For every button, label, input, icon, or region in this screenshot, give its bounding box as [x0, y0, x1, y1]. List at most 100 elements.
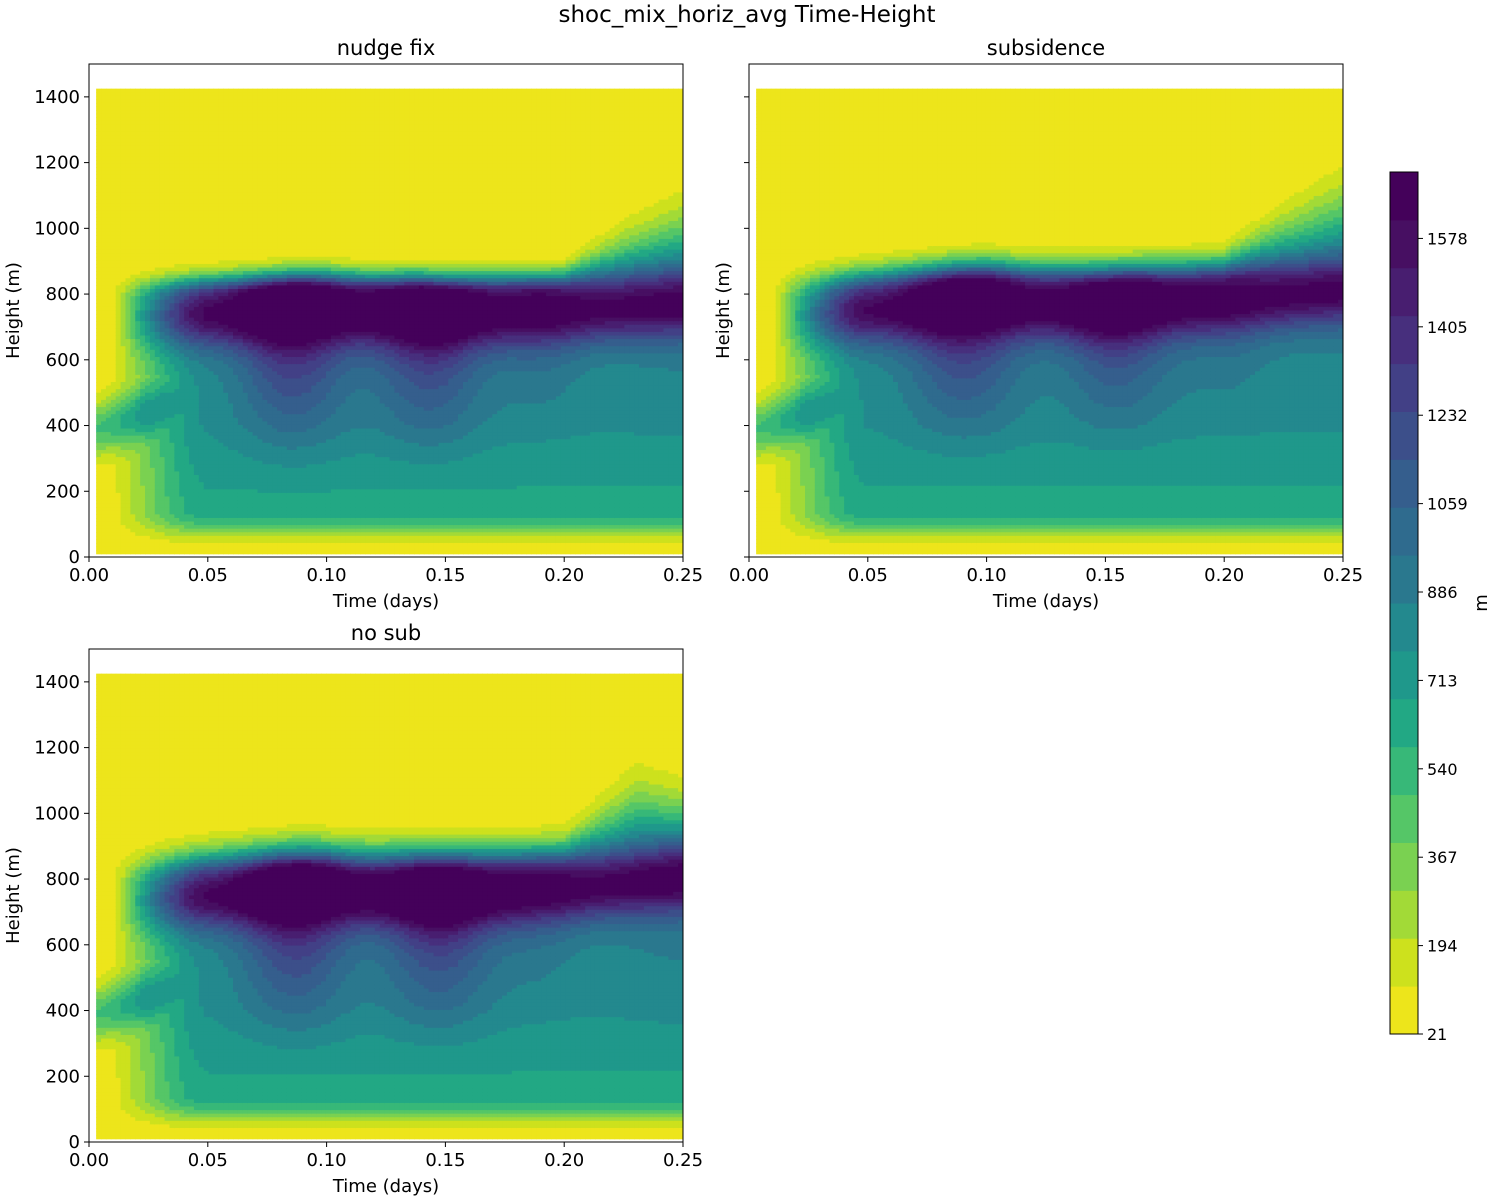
contour-cell — [272, 267, 278, 272]
contour-cell — [174, 167, 180, 172]
contour-cell — [223, 131, 229, 136]
contour-cell — [169, 167, 175, 172]
contour-cell — [237, 399, 244, 405]
contour-cell — [149, 378, 156, 383]
contour-cell — [179, 192, 185, 197]
contour-cell — [96, 424, 102, 430]
contour-cell — [203, 535, 210, 541]
contour-cell — [193, 410, 200, 415]
contour-cell — [252, 374, 259, 380]
contour-cell — [145, 385, 151, 390]
contour-cell — [130, 174, 136, 179]
contour-cell — [120, 414, 127, 419]
contour-cell — [179, 199, 185, 204]
contour-cell — [169, 149, 175, 154]
contour-cell — [101, 442, 107, 447]
contour-cell — [242, 110, 249, 115]
contour-cell — [154, 135, 161, 140]
contour-cell — [149, 353, 156, 358]
contour-cell — [174, 339, 180, 344]
contour-cell — [257, 385, 264, 390]
contour-cell — [213, 253, 219, 258]
contour-cell — [208, 310, 215, 315]
contour-cell — [120, 528, 127, 533]
contour-cell — [193, 446, 200, 451]
contour-cell — [184, 471, 190, 476]
contour-cell — [208, 299, 215, 304]
contour-cell — [169, 303, 175, 308]
contour-cell — [257, 110, 264, 115]
contour-cell — [277, 342, 283, 347]
contour-cell — [203, 503, 210, 508]
contour-cell — [130, 263, 136, 269]
contour-cell — [179, 235, 185, 240]
contour-cell — [189, 249, 195, 254]
contour-cell — [198, 467, 205, 473]
contour-cell — [96, 432, 102, 437]
contour-cell — [247, 271, 254, 276]
contour-cell — [277, 485, 283, 490]
contour-cell — [135, 242, 141, 247]
contour-cell — [105, 156, 112, 161]
contour-cell — [120, 399, 127, 405]
contour-cell — [237, 485, 244, 490]
contour-cell — [281, 106, 288, 111]
contour-cell — [223, 138, 229, 143]
contour-cell — [159, 353, 166, 358]
contour-cell — [267, 457, 273, 462]
contour-cell — [203, 403, 210, 408]
contour-cell — [193, 246, 200, 251]
contour-cell — [105, 414, 112, 419]
contour-cell — [247, 224, 254, 229]
contour-cell — [105, 514, 112, 519]
contour-cell — [120, 349, 127, 354]
contour-cell — [267, 256, 273, 261]
contour-cell — [228, 457, 234, 462]
contour-cell — [272, 517, 278, 523]
contour-cell — [135, 550, 141, 555]
contour-cell — [247, 496, 254, 501]
contour-cell — [140, 99, 146, 104]
contour-cell — [140, 145, 146, 151]
contour-cell — [174, 110, 180, 115]
contour-cell — [262, 88, 268, 93]
contour-cell — [125, 267, 131, 272]
contour-cell — [164, 174, 171, 179]
contour-cell — [179, 113, 185, 118]
contour-cell — [189, 206, 195, 211]
contour-cell — [233, 410, 239, 415]
contour-cell — [213, 421, 219, 426]
contour-cell — [228, 532, 234, 537]
contour-cell — [203, 507, 210, 512]
contour-cell — [257, 131, 264, 136]
contour-cell — [179, 496, 185, 501]
contour-cell — [115, 478, 122, 483]
contour-cell — [130, 181, 136, 186]
contour-cell — [277, 271, 283, 276]
contour-cell — [252, 224, 259, 229]
contour-cell — [267, 317, 273, 322]
contour-cell — [145, 185, 151, 190]
contour-cell — [198, 235, 205, 240]
contour-cell — [145, 324, 151, 329]
contour-cell — [193, 528, 200, 533]
contour-cell — [252, 507, 259, 512]
contour-cell — [228, 181, 234, 186]
contour-cell — [96, 185, 102, 190]
contour-cell — [145, 160, 151, 165]
contour-cell — [164, 539, 171, 544]
contour-cell — [223, 525, 229, 530]
contour-cell — [218, 475, 224, 480]
contour-cell — [228, 271, 234, 276]
contour-cell — [164, 410, 171, 415]
contour-cell — [213, 364, 219, 369]
contour-cell — [252, 432, 259, 437]
contour-cell — [272, 145, 278, 151]
contour-cell — [120, 224, 127, 229]
contour-cell — [262, 156, 268, 161]
contour-cell — [247, 342, 254, 347]
contour-cell — [159, 432, 166, 437]
contour-cell — [233, 221, 239, 226]
contour-cell — [179, 88, 185, 93]
contour-cell — [145, 285, 151, 290]
